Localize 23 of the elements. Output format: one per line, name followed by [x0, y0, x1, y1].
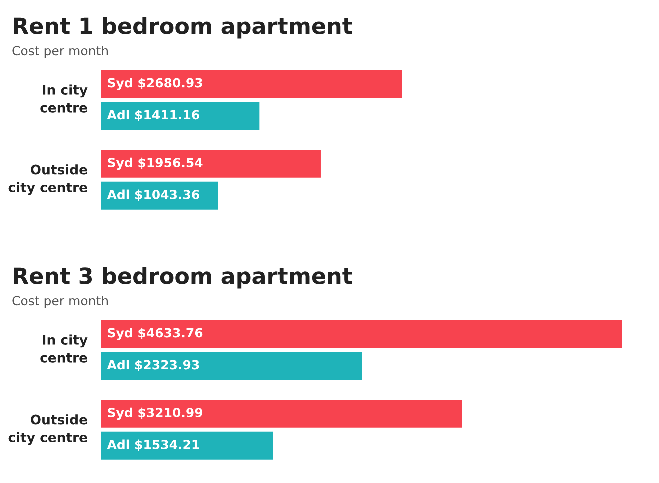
bar — [101, 70, 402, 98]
chart-title: Rent 3 bedroom apartment — [14, 267, 352, 289]
bar — [101, 102, 260, 130]
chart-title: Rent 1 bedroom apartment — [14, 17, 352, 39]
data-label: Adl $1043.36 — [107, 190, 200, 202]
chart-subtitle: Cost per month — [12, 296, 108, 308]
y-tick-label: Outside city centre — [8, 414, 88, 446]
bar — [101, 352, 362, 380]
data-label: Syd $2680.93 — [108, 78, 202, 90]
data-label: Syd $3210.99 — [108, 408, 203, 420]
bar — [101, 150, 321, 178]
data-label: Syd $4633.76 — [108, 328, 203, 340]
bar — [101, 320, 622, 348]
y-tick-label: Outside city centre — [8, 164, 88, 196]
bar — [101, 400, 462, 428]
chart-subtitle: Cost per month — [12, 46, 108, 58]
data-label: Syd $1956.54 — [108, 158, 203, 170]
data-label: Adl $2323.93 — [107, 360, 200, 372]
data-label: Adl $1411.16 — [107, 110, 200, 122]
data-label: Adl $1534.21 — [107, 440, 200, 452]
bar — [101, 432, 274, 460]
y-tick-label: In city centre — [40, 334, 88, 363]
y-tick-label: In city centre — [40, 84, 88, 113]
